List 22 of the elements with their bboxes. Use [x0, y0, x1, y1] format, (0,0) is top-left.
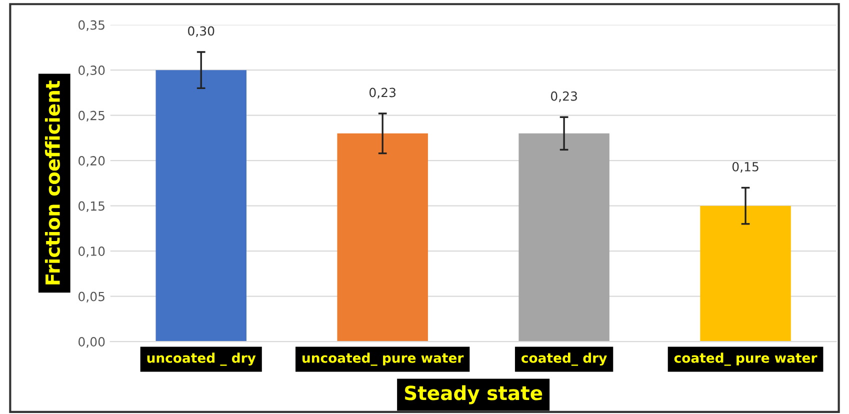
y-tick-label: 0,05 [78, 292, 104, 303]
y-tick-label: 0,15 [78, 201, 104, 212]
y-axis-title: Friction coefficient [44, 80, 60, 284]
data-label: 0,30 [188, 26, 214, 37]
y-tick-label: 0,00 [78, 337, 105, 348]
y-tick-label: 0,25 [78, 110, 104, 122]
x-tick-label: coated_ pure water [674, 352, 818, 366]
y-tick-label: 0,10 [78, 246, 105, 258]
x-axis-title: Steady state [404, 385, 542, 404]
y-tick-label: 0,35 [78, 20, 104, 32]
bar [518, 133, 610, 342]
y-tick-label: 0,30 [78, 66, 105, 76]
x-tick-label: uncoated_ pure water [302, 352, 464, 366]
y-tick-label: 0,20 [78, 156, 105, 167]
data-label: 0,23 [550, 91, 577, 102]
bar [156, 70, 246, 342]
x-tick-label: coated_ dry [522, 352, 607, 366]
x-tick-label: uncoated _ dry [147, 352, 256, 366]
data-label: 0,15 [732, 162, 758, 173]
bar [700, 206, 791, 342]
data-label: 0,23 [369, 88, 396, 98]
bar [337, 133, 428, 342]
